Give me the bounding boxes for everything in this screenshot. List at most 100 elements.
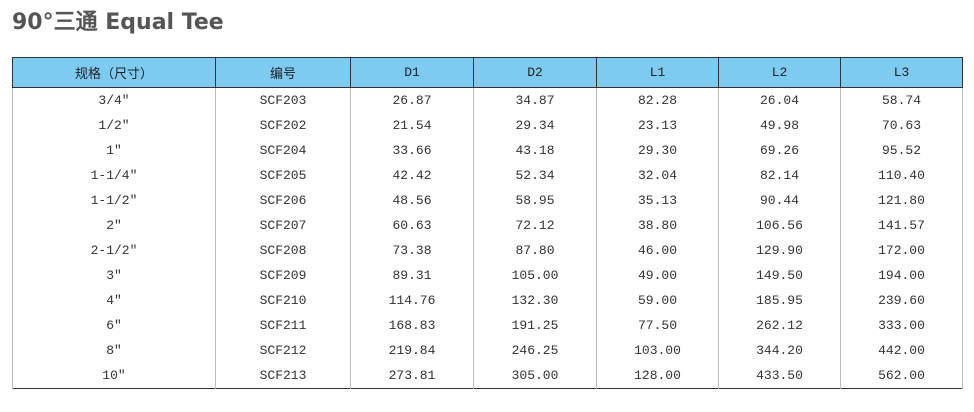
table-cell: 110.40	[840, 163, 963, 188]
table-cell: 90.44	[718, 188, 841, 213]
table-cell: 82.14	[718, 163, 841, 188]
table-row: 1/2″ SCF202 21.54 29.34 23.13 49.98 70.63	[12, 113, 963, 138]
table-cell: 58.74	[840, 87, 963, 113]
table-row: 3″ SCF209 89.31 105.00 49.00 149.50 194.00	[12, 263, 963, 288]
column-header: L2	[718, 57, 841, 88]
table-cell: 1-1/2″	[12, 188, 216, 213]
table-cell: 49.00	[596, 263, 719, 288]
table-cell: 26.04	[718, 87, 841, 113]
table-row: 1-1/4″ SCF205 42.42 52.34 32.04 82.14 110.40	[12, 163, 963, 188]
column-header: L1	[596, 57, 719, 88]
table-cell: 26.87	[350, 87, 474, 113]
table-cell: 106.56	[718, 213, 841, 238]
table-cell: 219.84	[350, 338, 474, 363]
table-cell: 191.25	[473, 313, 597, 338]
table-cell: SCF205	[215, 163, 351, 188]
column-header: D1	[350, 57, 474, 88]
column-header: D2	[473, 57, 597, 88]
table-row: 4″ SCF210 114.76 132.30 59.00 185.95 239.60	[12, 288, 963, 313]
table-cell: SCF203	[215, 87, 351, 113]
table-cell: 262.12	[718, 313, 841, 338]
table-cell: SCF213	[215, 363, 351, 389]
table-cell: 69.26	[718, 138, 841, 163]
table-cell: 433.50	[718, 363, 841, 389]
table-cell: 87.80	[473, 238, 597, 263]
table-cell: 6″	[12, 313, 216, 338]
table-cell: 35.13	[596, 188, 719, 213]
table-cell: 60.63	[350, 213, 474, 238]
table-cell: 128.00	[596, 363, 719, 389]
table-cell: 70.63	[840, 113, 963, 138]
table-cell: SCF206	[215, 188, 351, 213]
table-row: 3/4″ SCF203 26.87 34.87 82.28 26.04 58.74	[12, 87, 963, 113]
table-cell: SCF208	[215, 238, 351, 263]
table-cell: SCF210	[215, 288, 351, 313]
table-cell: 89.31	[350, 263, 474, 288]
table-cell: 246.25	[473, 338, 597, 363]
table-cell: SCF204	[215, 138, 351, 163]
table-row: 1-1/2″ SCF206 48.56 58.95 35.13 90.44 121.80	[12, 188, 963, 213]
table-cell: 8″	[12, 338, 216, 363]
table-cell: 141.57	[840, 213, 963, 238]
table-cell: 72.12	[473, 213, 597, 238]
table-cell: 29.34	[473, 113, 597, 138]
table-cell: 3/4″	[12, 87, 216, 113]
table-cell: 1-1/4″	[12, 163, 216, 188]
table-cell: 3″	[12, 263, 216, 288]
table-cell: 185.95	[718, 288, 841, 313]
table-cell: 1/2″	[12, 113, 216, 138]
table-cell: 114.76	[350, 288, 474, 313]
table-cell: 59.00	[596, 288, 719, 313]
table-cell: 52.34	[473, 163, 597, 188]
table-cell: 103.00	[596, 338, 719, 363]
table-cell: 121.80	[840, 188, 963, 213]
table-cell: 32.04	[596, 163, 719, 188]
table-cell: 23.13	[596, 113, 719, 138]
table-cell: 129.90	[718, 238, 841, 263]
table-cell: 42.42	[350, 163, 474, 188]
table-cell: SCF209	[215, 263, 351, 288]
table-cell: SCF202	[215, 113, 351, 138]
table-cell: 43.18	[473, 138, 597, 163]
column-header: 编号	[215, 57, 351, 88]
table-cell: 132.30	[473, 288, 597, 313]
table-cell: 49.98	[718, 113, 841, 138]
table-body: 3/4″ SCF203 26.87 34.87 82.28 26.04 58.74 1/2″ S…	[12, 87, 963, 389]
table-row: 2″ SCF207 60.63 72.12 38.80 106.56 141.57	[12, 213, 963, 238]
table-cell: 46.00	[596, 238, 719, 263]
table-cell: 77.50	[596, 313, 719, 338]
table-cell: 82.28	[596, 87, 719, 113]
table-cell: 105.00	[473, 263, 597, 288]
table-cell: 194.00	[840, 263, 963, 288]
header-row: 规格（尺寸） 编号 D1 D2 L1 L2 L3	[12, 57, 963, 88]
table-cell: SCF211	[215, 313, 351, 338]
table-cell: SCF212	[215, 338, 351, 363]
page-title: 90°三通 Equal Tee	[12, 10, 224, 35]
column-header: L3	[840, 57, 963, 88]
table-cell: 1″	[12, 138, 216, 163]
table-cell: 149.50	[718, 263, 841, 288]
table-cell: 344.20	[718, 338, 841, 363]
table-cell: 95.52	[840, 138, 963, 163]
table-cell: SCF207	[215, 213, 351, 238]
table-cell: 34.87	[473, 87, 597, 113]
table-cell: 4″	[12, 288, 216, 313]
table-row: 2-1/2″ SCF208 73.38 87.80 46.00 129.90 172.00	[12, 238, 963, 263]
table-cell: 2-1/2″	[12, 238, 216, 263]
table-cell: 58.95	[473, 188, 597, 213]
table-cell: 2″	[12, 213, 216, 238]
table-cell: 29.30	[596, 138, 719, 163]
table-cell: 38.80	[596, 213, 719, 238]
table-cell: 239.60	[840, 288, 963, 313]
table-cell: 273.81	[350, 363, 474, 389]
table-cell: 33.66	[350, 138, 474, 163]
table-row: 8″ SCF212 219.84 246.25 103.00 344.20 442.00	[12, 338, 963, 363]
table-cell: 562.00	[840, 363, 963, 389]
column-header: 规格（尺寸）	[12, 57, 216, 88]
table-row: 1″ SCF204 33.66 43.18 29.30 69.26 95.52	[12, 138, 963, 163]
table-row: 6″ SCF211 168.83 191.25 77.50 262.12 333.00	[12, 313, 963, 338]
table-cell: 442.00	[840, 338, 963, 363]
table-cell: 305.00	[473, 363, 597, 389]
table-cell: 48.56	[350, 188, 474, 213]
